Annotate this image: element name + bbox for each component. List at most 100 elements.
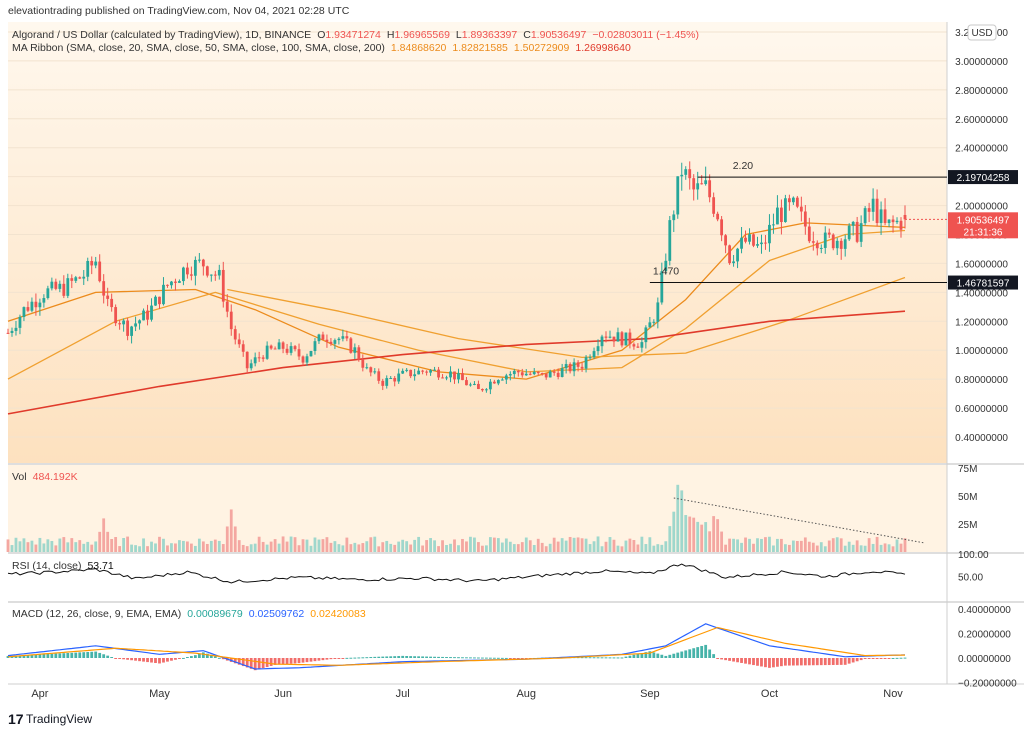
- macd-hist-bar: [461, 657, 464, 659]
- volume-bar: [353, 542, 357, 552]
- candle-body: [297, 349, 301, 357]
- volume-bar: [572, 537, 576, 552]
- volume-bar: [592, 541, 596, 552]
- rsi-pane[interactable]: [8, 555, 947, 601]
- macd-hist-bar: [393, 656, 397, 658]
- volume-bar: [580, 538, 584, 552]
- ma-ribbon-legend[interactable]: MA Ribbon (SMA, close, 20, SMA, close, 5…: [12, 42, 631, 54]
- macd-hist-bar: [469, 657, 472, 659]
- macd-hist-bar: [500, 657, 504, 659]
- volume-bar: [883, 543, 887, 552]
- macd-hist-bar: [488, 657, 492, 659]
- currency-button[interactable]: USD: [967, 24, 997, 41]
- volume-bar: [728, 538, 731, 552]
- volume-bar: [225, 526, 229, 552]
- volume-bars: [6, 484, 926, 552]
- candle-body: [887, 219, 891, 224]
- macd-hist-bar: [174, 658, 177, 660]
- candle-body: [576, 362, 580, 367]
- candle-body: [588, 357, 592, 359]
- volume-bar: [676, 484, 680, 552]
- volume-bar: [481, 545, 484, 552]
- macd-hist-bar: [492, 657, 496, 659]
- volume-bar: [293, 537, 297, 552]
- candle-body: [799, 206, 803, 212]
- macd-tick-label: 0.00000000: [958, 654, 1011, 665]
- volume-bar: [724, 544, 727, 552]
- candle-body: [189, 274, 193, 276]
- candle-body: [504, 375, 508, 380]
- macd-hist-bar: [449, 657, 452, 659]
- macd-hist-bar: [373, 656, 377, 658]
- symbol-legend[interactable]: Algorand / US Dollar (calculated by Trad…: [12, 29, 699, 41]
- candle-body: [784, 198, 787, 223]
- volume-bar: [544, 546, 548, 552]
- macd-hist-bar: [197, 653, 201, 658]
- level-label: 2.20: [733, 160, 754, 172]
- month-label: Oct: [761, 688, 778, 700]
- symbol-name: Algorand / US Dollar (calculated by Trad…: [12, 29, 311, 41]
- month-label: Apr: [31, 688, 48, 700]
- candle-body: [201, 259, 205, 267]
- volume-pane[interactable]: [8, 465, 947, 552]
- candle-body: [178, 281, 181, 283]
- volume-bar: [903, 538, 907, 552]
- macd-hist-bar: [269, 658, 273, 666]
- macd-hist-bar: [668, 654, 672, 658]
- volume-bar: [485, 545, 488, 552]
- candle-body: [572, 362, 576, 372]
- candle-body: [449, 371, 452, 378]
- macd-hist-bar: [146, 658, 149, 663]
- volume-bar: [285, 541, 289, 552]
- volume-legend[interactable]: Vol 484.192K: [12, 471, 78, 483]
- volume-bar: [628, 538, 632, 552]
- candle-body: [389, 377, 393, 379]
- volume-bar: [684, 515, 688, 552]
- candle-body: [313, 341, 317, 351]
- candle-body: [760, 242, 763, 245]
- candle-body: [492, 381, 496, 384]
- macd-hist-bar: [433, 656, 436, 658]
- macd-hist-bar: [827, 658, 831, 666]
- macd-hist-bar: [640, 653, 644, 658]
- macd-hist-bar: [676, 652, 680, 658]
- volume-bar: [158, 536, 161, 552]
- candle-body: [166, 284, 169, 286]
- macd-hist-bar: [74, 652, 78, 658]
- macd-hist-bar: [313, 658, 317, 662]
- candle-body: [94, 261, 98, 266]
- macd-hist-bar: [46, 654, 50, 658]
- macd-hist-bar: [18, 655, 22, 658]
- volume-bar: [648, 537, 652, 552]
- macd-hist-bar: [799, 658, 803, 666]
- candle-body: [90, 260, 94, 266]
- volume-bar: [341, 545, 345, 552]
- low-label: L: [456, 29, 462, 41]
- candle-body: [193, 259, 197, 276]
- volume-bar: [736, 539, 739, 552]
- volume-bar: [58, 538, 62, 552]
- macd-hist-bar: [162, 658, 165, 663]
- macd-hist-bar: [405, 656, 409, 658]
- volume-bar: [217, 540, 221, 552]
- candle-body: [349, 338, 353, 353]
- candle-body: [728, 245, 731, 264]
- volume-bar: [875, 536, 879, 552]
- macd-hist-bar: [106, 655, 110, 658]
- candle-body: [433, 369, 436, 371]
- price-tick-label: 1.60000000: [955, 259, 1008, 270]
- candle-body: [369, 367, 373, 373]
- candle-body: [500, 379, 504, 381]
- macd-legend[interactable]: MACD (12, 26, close, 9, EMA, EMA) 0.00089…: [12, 608, 366, 620]
- price-pane[interactable]: [8, 22, 947, 463]
- rsi-axis: 100.00 50.00: [958, 550, 989, 584]
- candle-body: [752, 234, 755, 246]
- candle-body: [409, 369, 413, 377]
- macd-hist-bar: [110, 657, 114, 659]
- candle-body: [624, 332, 628, 346]
- volume-trendline[interactable]: [673, 497, 926, 544]
- candle-body: [592, 351, 596, 358]
- macd-hist-bar: [716, 658, 720, 659]
- macd-lines: [6, 623, 907, 671]
